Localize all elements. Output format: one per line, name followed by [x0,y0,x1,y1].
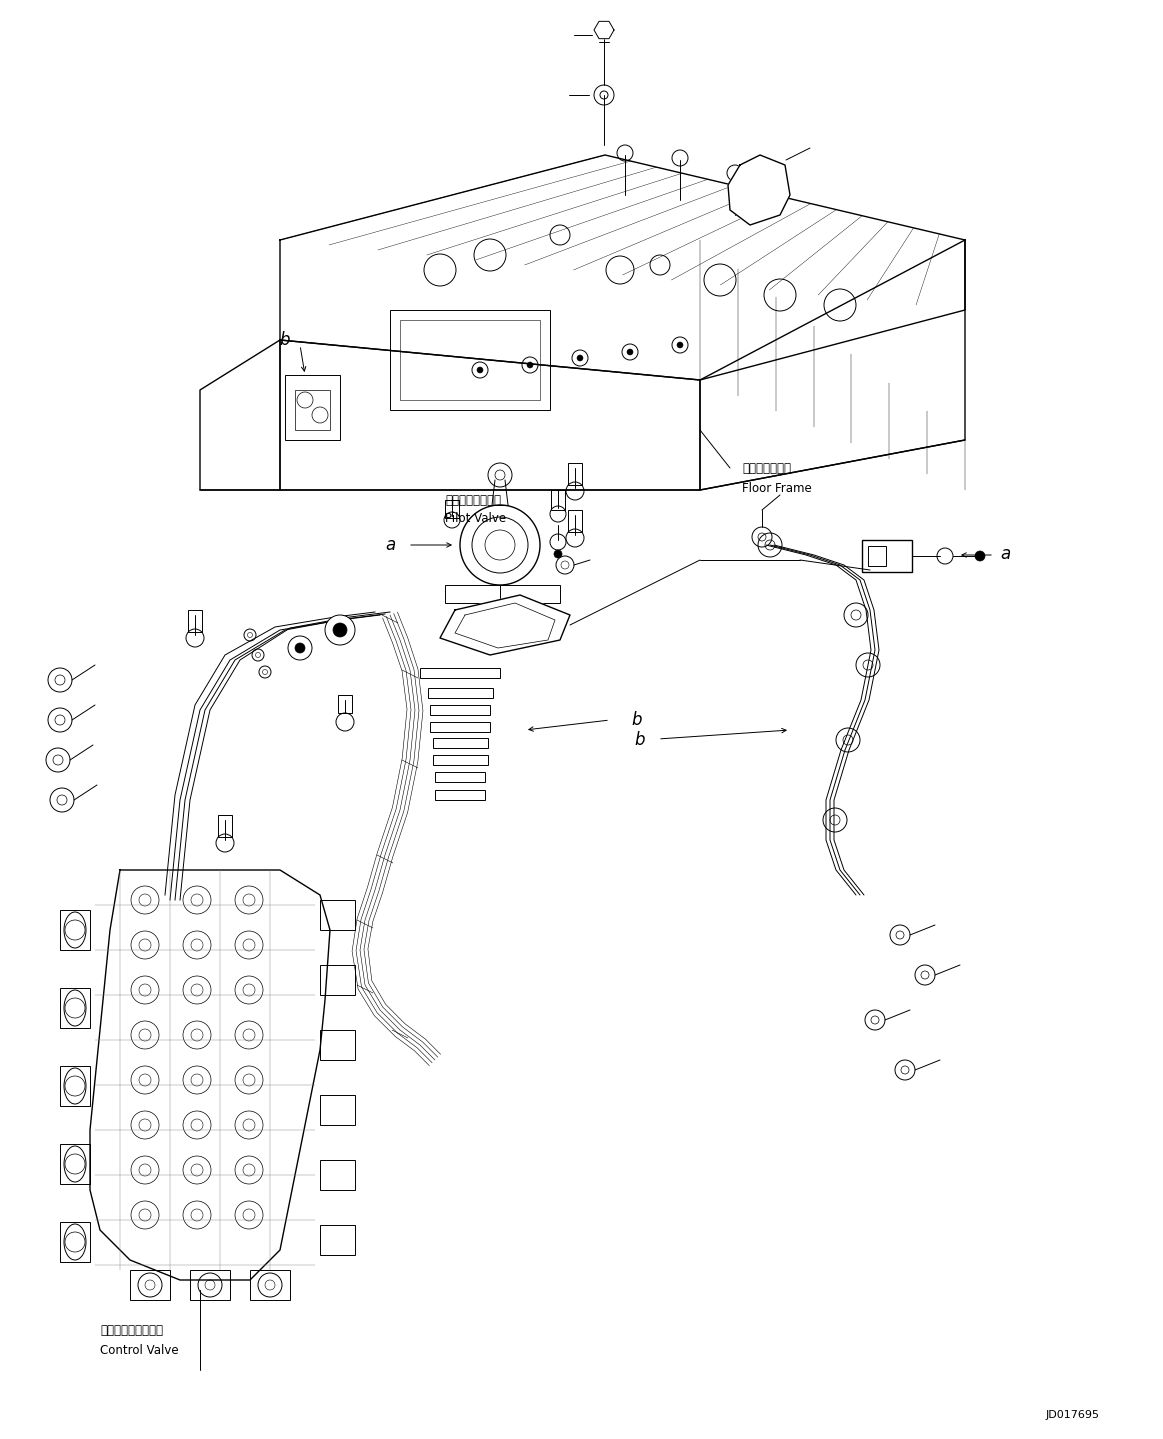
Text: b: b [280,331,291,350]
Polygon shape [200,340,280,491]
Bar [60,1066,90,1107]
Circle shape [288,636,312,661]
Bar [338,695,352,712]
Bar [568,463,582,485]
Polygon shape [90,871,330,1281]
Bar [320,966,355,994]
Bar [250,1271,290,1299]
Bar [320,1095,355,1125]
Bar [130,1271,170,1299]
Bar [60,1222,90,1262]
Polygon shape [280,340,700,491]
Bar [60,909,90,950]
Text: b: b [632,711,642,730]
Polygon shape [700,240,965,491]
Bar [295,390,330,430]
Circle shape [677,342,683,348]
Circle shape [295,643,305,653]
Bar [568,509,582,532]
Circle shape [333,623,347,637]
Bar [433,738,488,748]
Bar [217,814,231,837]
Bar [188,610,202,632]
Circle shape [477,367,483,373]
Bar [420,668,500,678]
Bar [190,1271,230,1299]
Bar [320,899,355,930]
Bar [430,705,490,715]
Bar [433,755,488,766]
Circle shape [324,614,355,645]
Polygon shape [440,594,570,655]
Polygon shape [594,22,614,39]
Bar [551,491,565,509]
Text: フロアフレーム: フロアフレーム [742,462,791,475]
Circle shape [577,355,583,361]
Bar [390,309,550,410]
Polygon shape [728,155,790,224]
Bar [862,540,912,571]
Bar [435,790,485,800]
Circle shape [527,363,533,368]
Text: パイロットバルブ: パイロットバルブ [445,494,501,507]
Text: a: a [1000,545,1011,563]
Bar [400,319,540,400]
Bar [320,1225,355,1255]
Bar [60,989,90,1027]
Bar [60,1144,90,1184]
Text: Pilot Valve: Pilot Valve [445,511,506,524]
Bar [445,586,561,603]
Text: b: b [635,731,645,750]
Bar [445,499,459,518]
Text: JD017695: JD017695 [1046,1410,1100,1420]
Bar [428,688,493,698]
Text: a: a [385,535,395,554]
Bar [320,1030,355,1061]
Text: Control Valve: Control Valve [100,1344,179,1357]
Polygon shape [280,155,965,380]
Bar [430,722,490,732]
Bar [435,771,485,781]
Bar [320,1160,355,1190]
Bar [285,376,340,440]
Circle shape [975,551,985,561]
Bar [868,545,886,566]
Circle shape [554,550,562,558]
Text: コントロールバルブ: コントロールバルブ [100,1324,163,1337]
Text: Floor Frame: Floor Frame [742,482,812,495]
Circle shape [627,350,633,355]
